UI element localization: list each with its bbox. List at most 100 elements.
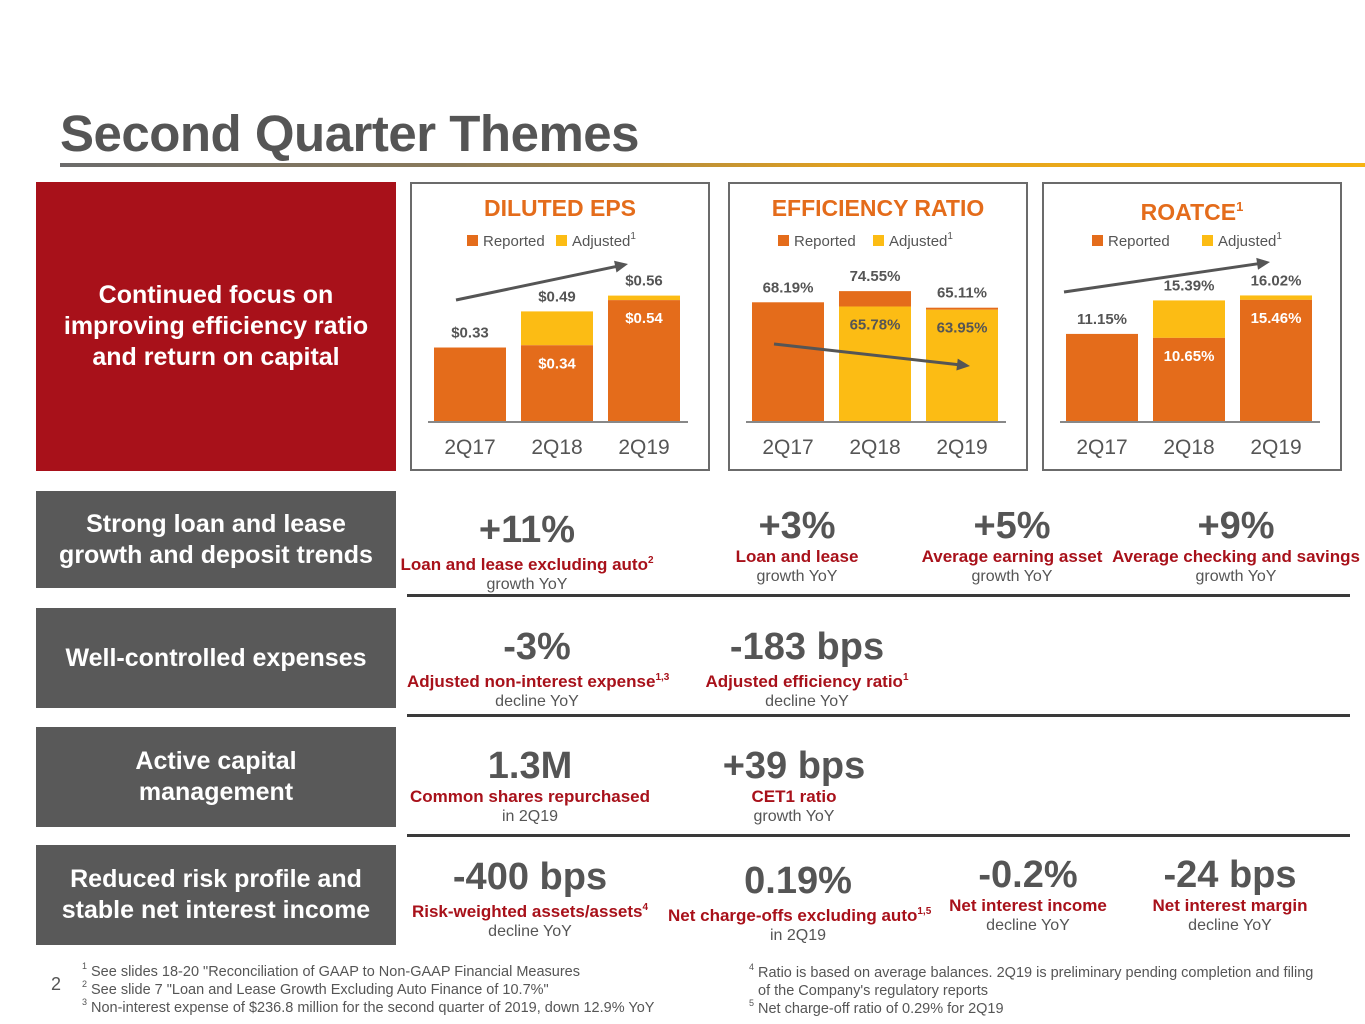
- x-tick-label: 2Q19: [936, 436, 987, 459]
- data-label-top: 65.11%: [937, 285, 987, 302]
- chart-roatce-svg: ROATCE1 Reported Adjusted1 2Q17 11.15% 2Q18 15…: [1060, 199, 1320, 459]
- metric-sub: decline YoY: [1188, 917, 1272, 934]
- bar-segment-lower: [608, 300, 680, 422]
- bar-segment-lower: [839, 306, 911, 422]
- theme-capital-text: Active capital management: [135, 747, 297, 806]
- metric-rwa: -400 bps Risk-weighted assets/assets4 de…: [400, 857, 660, 942]
- row-divider: [407, 834, 1350, 837]
- theme-expenses: Well-controlled expenses: [36, 608, 396, 708]
- x-tick-label: 2Q17: [1076, 436, 1127, 459]
- data-label-top: 15.39%: [1164, 277, 1215, 294]
- metric-sub: decline YoY: [986, 917, 1070, 934]
- legend-sup: 1: [630, 231, 636, 242]
- trend-arrow-head: [614, 260, 628, 273]
- metric-sub: growth YoY: [753, 808, 835, 825]
- theme-loan-growth-text: Strong loan and lease growth and deposit…: [59, 509, 373, 569]
- metric-label: Net charge-offs excluding auto1,5: [668, 906, 932, 925]
- footnote-1: 1 See slides 18-20 "Reconciliation of GAA…: [82, 961, 580, 980]
- bar-segment-lower: [1153, 337, 1225, 422]
- chart-roatce: ROATCE1 Reported Adjusted1 2Q17 11.15% 2Q18 15…: [1042, 182, 1342, 471]
- metric-value: -3%: [503, 626, 571, 668]
- metric-value: +9%: [1197, 505, 1275, 547]
- footnote-4: 4 Ratio is based on average balances. 2Q1…: [749, 962, 1314, 981]
- data-label-top: $0.49: [538, 288, 576, 305]
- x-tick-label: 2Q18: [1163, 436, 1214, 459]
- theme-efficiency-text: Continued focus on improving efficiency …: [63, 281, 369, 371]
- metric-label: Loan and lease: [735, 547, 859, 566]
- bar-segment-upper: [1240, 295, 1312, 300]
- x-tick-label: 2Q17: [444, 436, 495, 459]
- trend-arrow-head: [956, 358, 970, 371]
- data-label-inner: 63.95%: [937, 320, 988, 337]
- metric-label: Net interest income: [949, 896, 1107, 915]
- metric-net-interest-income: -0.2% Net interest income decline YoY: [898, 855, 1158, 936]
- footnote-2: 2 See slide 7 "Loan and Lease Growth Excl…: [82, 979, 549, 998]
- legend-swatch-adjusted: [1202, 235, 1213, 246]
- metric-net-charge-offs: 0.19% Net charge-offs excluding auto1,5 …: [668, 860, 932, 946]
- data-label-inner: $0.54: [625, 310, 663, 327]
- x-tick-label: 2Q17: [762, 436, 813, 459]
- theme-capital: Active capital management: [36, 727, 396, 827]
- metric-value: -183 bps: [729, 626, 885, 668]
- bar-segment-upper: [521, 311, 593, 346]
- data-label-inner: 15.46%: [1251, 310, 1302, 327]
- footnote-5: 5 Net charge-off ratio of 0.29% for 2Q19: [749, 998, 1004, 1017]
- data-label-top: 74.55%: [850, 268, 901, 285]
- footnotes-right: 4 Ratio is based on average balances. 2Q1…: [749, 962, 1314, 1018]
- metric-checking-savings: +9% Average checking and savings growth …: [1106, 506, 1365, 587]
- data-label-inner: 65.78%: [850, 317, 901, 334]
- metric-label: Net interest margin: [1152, 896, 1308, 915]
- legend-sup: 1: [947, 231, 953, 242]
- trend-arrow-line: [455, 264, 619, 302]
- chart-efficiency-ratio-svg: EFFICIENCY RATIO Reported Adjusted1 2Q17 68.…: [746, 195, 1006, 459]
- metric-value: +11%: [478, 509, 576, 551]
- legend-label-reported: Reported: [483, 233, 545, 250]
- chart-title-sup: 1: [1236, 199, 1243, 214]
- bar-segment-upper: [839, 291, 911, 307]
- data-label-top: 11.15%: [1077, 311, 1127, 328]
- metric-sub: growth YoY: [1195, 568, 1277, 585]
- metric-label: Common shares repurchased: [410, 787, 650, 806]
- metric-value: -24 bps: [1163, 854, 1297, 896]
- legend-label-reported: Reported: [794, 233, 856, 250]
- metric-value: +3%: [758, 505, 836, 547]
- metric-label: CET1 ratio: [751, 787, 837, 806]
- legend-swatch-adjusted: [873, 235, 884, 246]
- legend-swatch-reported: [778, 235, 789, 246]
- data-label-top: 16.02%: [1251, 272, 1302, 289]
- x-tick-label: 2Q18: [531, 436, 582, 459]
- page-title: Second Quarter Themes: [60, 105, 640, 162]
- trend-arrow-head: [1256, 257, 1270, 270]
- data-label-inner: $0.34: [538, 355, 576, 372]
- metric-value: -0.2%: [978, 854, 1078, 896]
- title-underline: [60, 163, 1365, 167]
- metric-sub: decline YoY: [495, 693, 579, 710]
- x-tick-label: 2Q19: [618, 436, 669, 459]
- chart-diluted-eps: DILUTED EPS Reported Adjusted1 2Q17 $0.33 2Q1…: [410, 182, 710, 471]
- data-label-inner: 10.65%: [1164, 348, 1215, 365]
- theme-risk-text: Reduced risk profile and stable net inte…: [61, 865, 371, 924]
- chart-title: ROATCE1: [1141, 199, 1244, 225]
- footnote-4-cont: of the Company's regulatory reports: [758, 983, 989, 999]
- metric-cet1: +39 bps CET1 ratio growth YoY: [664, 746, 924, 827]
- chart-title: DILUTED EPS: [484, 195, 636, 221]
- bar-segment-lower: [1240, 299, 1312, 422]
- footnote-3: 3 Non-interest expense of $236.8 million …: [82, 997, 655, 1016]
- bar-segment-upper: [926, 307, 998, 310]
- metric-nonint-expense: -3% Adjusted non-interest expense1,3 dec…: [407, 626, 670, 712]
- legend-label-adjusted: Adjusted1: [572, 231, 636, 250]
- bar-segment-lower: [434, 347, 506, 422]
- metric-label: Adjusted non-interest expense1,3: [407, 672, 670, 691]
- metric-sub: growth YoY: [486, 576, 568, 593]
- data-label-top: $0.56: [625, 273, 663, 290]
- metric-sub: in 2Q19: [501, 808, 559, 825]
- metric-value: 1.3M: [487, 745, 573, 787]
- trend-arrow-line: [773, 342, 961, 367]
- metric-sub: in 2Q19: [769, 927, 827, 944]
- theme-expenses-text: Well-controlled expenses: [65, 643, 367, 672]
- metric-label: Average earning asset: [921, 547, 1103, 566]
- metric-label: Adjusted efficiency ratio1: [705, 672, 909, 691]
- chart-title: EFFICIENCY RATIO: [772, 195, 985, 221]
- metric-sub: growth YoY: [756, 568, 838, 585]
- metric-value: 0.19%: [744, 860, 852, 902]
